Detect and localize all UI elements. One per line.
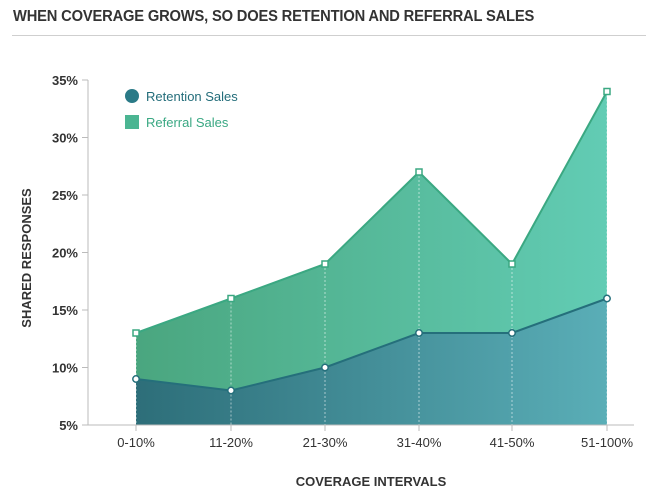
legend-retention-label: Retention Sales xyxy=(146,89,238,104)
legend-retention-swatch xyxy=(125,89,139,103)
retention-sales-area xyxy=(136,298,607,425)
x-tick-label: 11-20% xyxy=(209,435,253,450)
referral-point xyxy=(508,260,516,268)
x-tick-label: 41-50% xyxy=(490,435,535,450)
referral-sales-line xyxy=(135,91,608,334)
referral-point xyxy=(603,87,611,96)
retention-point xyxy=(415,329,423,337)
retention-point xyxy=(508,329,516,337)
retention-point xyxy=(321,363,329,372)
retention-point xyxy=(227,386,235,395)
x-axis-label: COVERAGE INTERVALS xyxy=(296,474,447,489)
y-tick-label: 15% xyxy=(52,303,78,318)
y-tick-label: 10% xyxy=(52,361,78,376)
retention-point xyxy=(132,375,140,383)
retention-sales-line xyxy=(135,297,608,392)
chart-title: WHEN COVERAGE GROWS, SO DOES RETENTION A… xyxy=(13,8,535,25)
legend-referral-label: Referral Sales xyxy=(146,115,229,130)
title-divider xyxy=(12,35,646,36)
x-tick-label: 0-10% xyxy=(117,435,155,450)
x-tick-label: 31-40% xyxy=(397,435,442,450)
referral-point xyxy=(132,329,140,337)
y-tick-label: 25% xyxy=(52,188,78,203)
x-tick-label: 21-30% xyxy=(303,435,348,450)
referral-point xyxy=(227,294,235,303)
y-tick-label: 20% xyxy=(52,246,78,261)
y-tick-label: 5% xyxy=(59,418,78,433)
y-tick-label: 35% xyxy=(52,73,78,88)
referral-point xyxy=(321,260,329,268)
x-tick-label: 51-100% xyxy=(581,435,633,450)
y-axis-label: SHARED RESPONSES xyxy=(19,188,34,328)
referral-point xyxy=(415,168,423,176)
retention-point xyxy=(603,294,611,303)
y-tick-label: 30% xyxy=(52,131,78,146)
legend-referral-swatch xyxy=(125,115,139,129)
